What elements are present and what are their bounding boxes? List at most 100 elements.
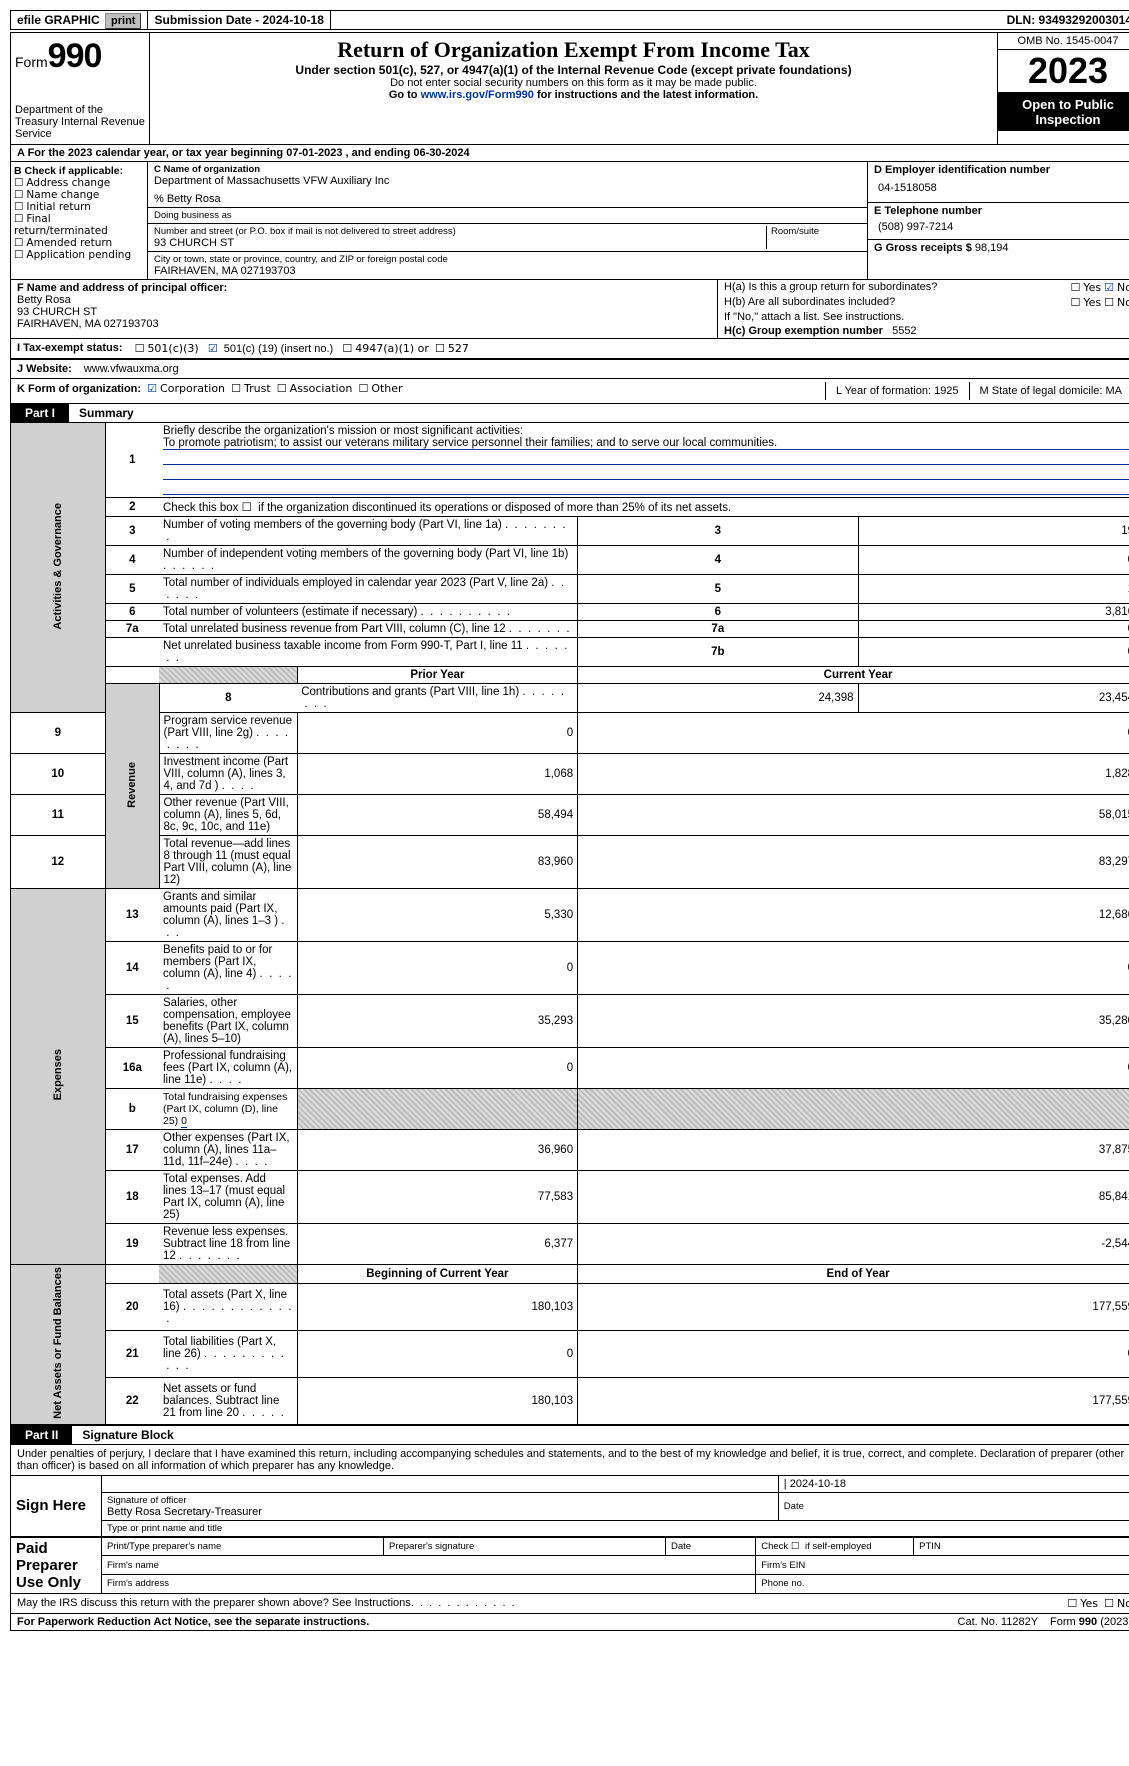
- form-ref: Form 990 (2023): [1044, 1614, 1129, 1630]
- row-i: I Tax-exempt status: 501(c)(3) 501(c) (1…: [10, 338, 1129, 359]
- chk-application-pending[interactable]: Application pending: [14, 249, 144, 261]
- summary-table: Activities & Governance 1 Briefly descri…: [10, 422, 1129, 1425]
- line8-prior: 24,398: [578, 684, 858, 713]
- section-c: C Name of organization Department of Mas…: [148, 162, 867, 279]
- hb-yes[interactable]: Yes: [1070, 296, 1101, 309]
- chk-other-org[interactable]: Other: [358, 382, 402, 395]
- k-label: K Form of organization:: [17, 383, 141, 395]
- form-title: Return of Organization Exempt From Incom…: [154, 37, 993, 63]
- chk-final-return[interactable]: Final return/terminated: [14, 213, 144, 237]
- print-button[interactable]: print: [105, 13, 141, 29]
- open-public-inspection: Open to Public Inspection: [998, 93, 1129, 131]
- line7b-value: 0: [858, 638, 1129, 667]
- j-website: www.vfwauxma.org: [78, 360, 185, 378]
- ssn-warning: Do not enter social security numbers on …: [154, 77, 993, 89]
- prep-date-label: Date: [666, 1537, 756, 1556]
- chk-trust[interactable]: Trust: [231, 382, 271, 395]
- f-h-block: F Name and address of principal officer:…: [10, 279, 1129, 338]
- page-footer: For Paperwork Reduction Act Notice, see …: [10, 1613, 1129, 1631]
- omb-number: OMB No. 1545-0047: [998, 33, 1129, 50]
- officer-name-title: Betty Rosa Secretary-Treasurer: [107, 1506, 773, 1518]
- top-bar: efile GRAPHIC print Submission Date - 20…: [10, 10, 1129, 30]
- city-label: City or town, state or province, country…: [154, 254, 861, 265]
- ptin-label: PTIN: [914, 1537, 1129, 1556]
- efile-label: efile GRAPHIC print: [11, 11, 148, 29]
- chk-irs-no[interactable]: No: [1104, 1597, 1129, 1610]
- ha-label: H(a) Is this a group return for subordin…: [724, 281, 1070, 294]
- line7a-desc: Total unrelated business revenue from Pa…: [159, 621, 578, 638]
- sign-here-block: Sign Here | 2024-10-18 Signature of offi…: [10, 1475, 1129, 1537]
- line8-desc: Contributions and grants (Part VIII, lin…: [297, 684, 577, 713]
- prior-year-header: Prior Year: [297, 667, 577, 684]
- end-year-header: End of Year: [578, 1265, 1129, 1284]
- paid-preparer-label: Paid Preparer Use Only: [11, 1537, 102, 1593]
- entity-block: B Check if applicable: Address change Na…: [10, 161, 1129, 279]
- officer-csz: FAIRHAVEN, MA 027193703: [17, 318, 711, 330]
- irs-discuss-label: May the IRS discuss this return with the…: [17, 1597, 414, 1609]
- chk-self-employed[interactable]: [791, 1541, 803, 1552]
- date-label: Date: [778, 1492, 1129, 1520]
- b-heading: B Check if applicable:: [14, 165, 144, 177]
- submission-date: Submission Date - 2024-10-18: [148, 11, 330, 29]
- line18-desc: Total expenses. Add lines 13–17 (must eq…: [159, 1171, 297, 1224]
- line7a-value: 0: [858, 621, 1129, 638]
- sig-officer-label: Signature of officer: [107, 1495, 773, 1506]
- hb-note: If "No," attach a list. See instructions…: [718, 310, 1129, 324]
- d-ein-value: 04-1518058: [874, 176, 1129, 200]
- line3-desc: Number of voting members of the governin…: [159, 517, 578, 546]
- line1-label: Briefly describe the organization's miss…: [163, 425, 523, 437]
- vcat-expenses: Expenses: [11, 889, 106, 1265]
- cat-no: Cat. No. 11282Y: [952, 1614, 1045, 1630]
- vcat-netassets: Net Assets or Fund Balances: [11, 1265, 106, 1425]
- e-phone-value: (508) 997-7214: [874, 217, 1129, 237]
- ha-no[interactable]: No: [1104, 281, 1129, 294]
- prep-name-label: Print/Type preparer's name: [102, 1537, 384, 1556]
- chk-527[interactable]: 527: [435, 342, 469, 355]
- street-address: 93 CHURCH ST: [154, 237, 766, 249]
- chk-name-change[interactable]: Name change: [14, 189, 144, 201]
- chk-irs-yes[interactable]: Yes: [1067, 1597, 1098, 1610]
- line21-desc: Total liabilities (Part X, line 26) . . …: [159, 1331, 297, 1378]
- hb-no[interactable]: No: [1104, 296, 1129, 309]
- ha-yes[interactable]: Yes: [1070, 281, 1101, 294]
- line17-desc: Other expenses (Part IX, column (A), lin…: [159, 1130, 297, 1171]
- part-ii-title: Signature Block: [72, 1426, 183, 1444]
- chk-initial-return[interactable]: Initial return: [14, 201, 144, 213]
- line4-value: 0: [858, 546, 1129, 575]
- j-label: J Website:: [11, 360, 78, 378]
- line20-desc: Total assets (Part X, line 16) . . . . .…: [159, 1284, 297, 1331]
- section-b: B Check if applicable: Address change Na…: [11, 162, 148, 279]
- chk-501c3[interactable]: 501(c)(3): [135, 342, 199, 355]
- form-number: 990: [48, 37, 102, 75]
- chk-4947[interactable]: 4947(a)(1) or: [342, 342, 429, 355]
- prep-sig-label: Preparer's signature: [384, 1537, 666, 1556]
- chk-501c[interactable]: [208, 342, 221, 355]
- part-i-tab: Part I: [11, 404, 69, 422]
- sign-here-label: Sign Here: [11, 1475, 102, 1536]
- chk-amended-return[interactable]: Amended return: [14, 237, 144, 249]
- room-suite-label: Room/suite: [771, 226, 861, 237]
- chk-address-change[interactable]: Address change: [14, 177, 144, 189]
- form-subtitle: Under section 501(c), 527, or 4947(a)(1)…: [154, 63, 993, 77]
- chk-discontinued[interactable]: [242, 500, 255, 514]
- hb-label: H(b) Are all subordinates included?: [724, 296, 1070, 309]
- part-i-header: Part I Summary: [10, 403, 1129, 422]
- irs-link[interactable]: www.irs.gov/Form990: [421, 89, 534, 101]
- g-gross-value: 98,194: [975, 242, 1009, 254]
- line-a-calendar-year: A For the 2023 calendar year, or tax yea…: [10, 144, 1129, 161]
- chk-corporation[interactable]: Corporation: [147, 382, 225, 395]
- officer-street: 93 CHURCH ST: [17, 306, 711, 318]
- section-deg: D Employer identification number 04-1518…: [867, 162, 1129, 279]
- dept-treasury: Department of the Treasury Internal Reve…: [15, 104, 145, 140]
- part-i-title: Summary: [69, 404, 144, 422]
- row-k: K Form of organization: Corporation Trus…: [10, 378, 1129, 403]
- vcat-revenue: Revenue: [105, 684, 159, 889]
- line8-curr: 23,454: [858, 684, 1129, 713]
- goto-line: Go to www.irs.gov/Form990 for instructio…: [154, 89, 993, 101]
- line3-value: 19: [858, 517, 1129, 546]
- line6-value: 3,816: [858, 604, 1129, 621]
- chk-association[interactable]: Association: [277, 382, 353, 395]
- mission-text: To promote patriotism; to assist our vet…: [163, 437, 1129, 450]
- pra-notice: For Paperwork Reduction Act Notice, see …: [11, 1614, 952, 1630]
- firm-name-label: Firm's name: [102, 1556, 756, 1575]
